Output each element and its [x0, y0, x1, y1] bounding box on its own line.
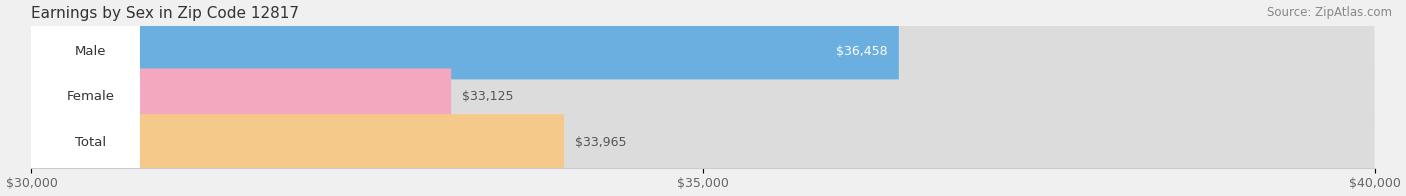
FancyBboxPatch shape	[31, 68, 451, 125]
FancyBboxPatch shape	[25, 25, 141, 77]
Text: Earnings by Sex in Zip Code 12817: Earnings by Sex in Zip Code 12817	[31, 5, 299, 21]
Text: $33,965: $33,965	[575, 136, 626, 149]
Text: $33,125: $33,125	[463, 90, 513, 103]
Text: Total: Total	[76, 136, 107, 149]
FancyBboxPatch shape	[31, 114, 564, 171]
FancyBboxPatch shape	[25, 117, 141, 168]
FancyBboxPatch shape	[31, 68, 1375, 125]
FancyBboxPatch shape	[25, 71, 141, 122]
FancyBboxPatch shape	[31, 23, 898, 79]
Text: Male: Male	[75, 44, 107, 58]
FancyBboxPatch shape	[31, 114, 1375, 171]
FancyBboxPatch shape	[31, 23, 1375, 79]
Text: $36,458: $36,458	[837, 44, 889, 58]
Text: Female: Female	[67, 90, 115, 103]
Text: Source: ZipAtlas.com: Source: ZipAtlas.com	[1267, 6, 1392, 19]
